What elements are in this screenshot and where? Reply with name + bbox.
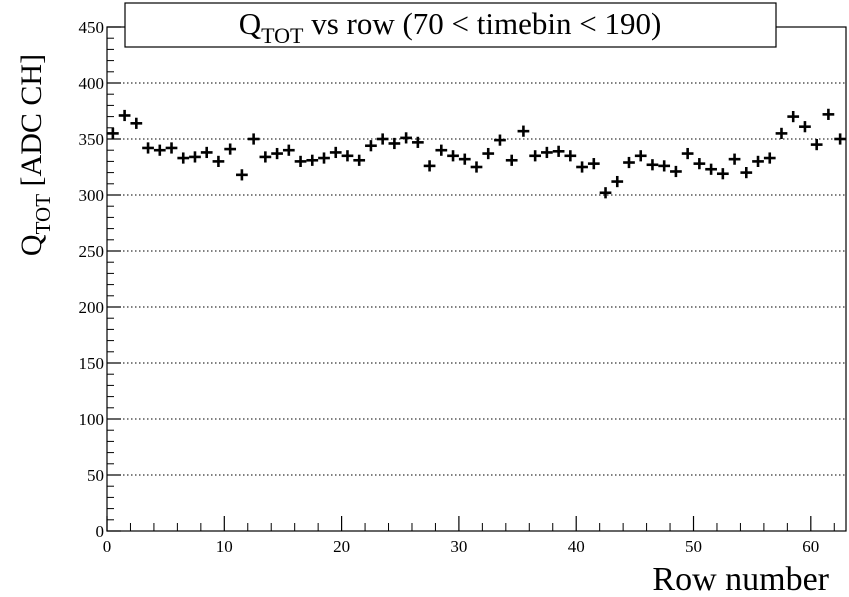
data-point	[529, 150, 542, 162]
data-point	[810, 139, 823, 151]
data-point	[388, 137, 401, 150]
data-point	[212, 155, 225, 167]
data-point	[236, 169, 248, 181]
data-points	[107, 108, 846, 199]
data-point	[259, 151, 272, 163]
data-point	[646, 159, 659, 171]
y-axis-label: QTOT [ADC CH]	[15, 54, 55, 256]
data-point	[282, 144, 295, 156]
data-point	[763, 152, 776, 164]
y-tick-label: 300	[79, 186, 105, 205]
data-point	[482, 147, 495, 160]
data-point	[670, 165, 682, 178]
data-point	[458, 153, 471, 165]
data-point	[200, 146, 213, 159]
grid-lines	[107, 26, 846, 476]
data-point	[681, 147, 694, 160]
data-point	[365, 140, 377, 152]
data-point	[189, 151, 201, 163]
y-axis-label-main: Q	[15, 234, 48, 256]
data-point	[552, 145, 565, 157]
chart-title: QTOT vs row (70 < timebin < 190)	[239, 6, 662, 48]
x-axis-label: Row number	[652, 561, 829, 597]
data-point	[705, 163, 717, 175]
data-point	[447, 150, 459, 162]
y-axis-label-sub: TOT	[31, 194, 55, 235]
data-point	[599, 187, 612, 199]
data-point	[165, 142, 178, 154]
data-point	[693, 158, 706, 170]
data-point	[834, 133, 846, 145]
data-point	[294, 155, 307, 167]
data-point	[435, 144, 448, 156]
x-tick-label: 50	[685, 537, 702, 556]
data-point	[587, 158, 600, 170]
data-point	[775, 127, 788, 139]
chart-title-sub: TOT	[261, 23, 304, 48]
data-point	[716, 168, 729, 180]
y-tick-label: 400	[79, 74, 105, 93]
chart-title-main: Q	[239, 6, 261, 41]
y-axis-label-rest: [ADC CH]	[15, 54, 48, 194]
data-point	[799, 121, 811, 133]
data-point	[505, 154, 518, 166]
y-tick-label: 250	[79, 242, 105, 261]
plot-frame	[106, 26, 847, 532]
y-tick-label: 450	[79, 18, 105, 37]
data-point	[623, 156, 635, 169]
data-point	[318, 152, 330, 164]
axis-ticks	[106, 26, 835, 532]
chart-title-rest: vs row (70 < timebin < 190)	[303, 6, 661, 41]
data-point	[658, 160, 671, 172]
x-tick-label: 20	[333, 537, 350, 556]
x-tick-label: 60	[802, 537, 819, 556]
x-tick-label: 10	[216, 537, 233, 556]
data-point	[353, 154, 366, 166]
data-point	[177, 152, 190, 164]
data-point	[306, 154, 319, 166]
data-point	[517, 125, 530, 137]
chart-title-box: QTOT vs row (70 < timebin < 190)	[124, 2, 777, 48]
data-point	[634, 150, 647, 162]
x-tick-label: 40	[568, 537, 585, 556]
data-point	[822, 108, 835, 120]
y-tick-label: 150	[79, 354, 105, 373]
data-point	[107, 127, 119, 139]
data-point	[118, 109, 131, 122]
data-point	[728, 153, 741, 165]
data-point	[153, 144, 166, 156]
y-tick-label: 350	[79, 130, 105, 149]
data-point	[130, 117, 143, 129]
data-point	[400, 132, 412, 144]
data-point	[611, 175, 624, 188]
data-point	[564, 150, 577, 162]
data-point	[740, 167, 753, 179]
y-tick-label: 50	[87, 466, 104, 485]
data-point	[224, 143, 237, 155]
data-point	[142, 142, 154, 154]
x-tick-label: 0	[103, 537, 112, 556]
data-point	[271, 147, 283, 160]
data-point	[787, 111, 800, 123]
tick-labels: 0 50 100 150 200 250 300 350 400 450 0 10 20 30 40 50 60	[79, 18, 820, 556]
y-tick-label: 100	[79, 410, 105, 429]
data-point	[376, 133, 389, 145]
data-point	[423, 160, 436, 172]
data-point	[411, 136, 424, 148]
data-point	[541, 146, 553, 159]
data-point	[752, 155, 764, 167]
data-point	[329, 146, 342, 159]
data-point	[470, 161, 483, 173]
x-tick-label: 30	[450, 537, 467, 556]
data-point	[341, 150, 354, 162]
y-tick-label: 200	[79, 298, 105, 317]
data-point	[247, 133, 260, 145]
y-tick-label: 0	[96, 522, 105, 541]
data-point	[576, 161, 588, 173]
data-point	[494, 134, 506, 146]
